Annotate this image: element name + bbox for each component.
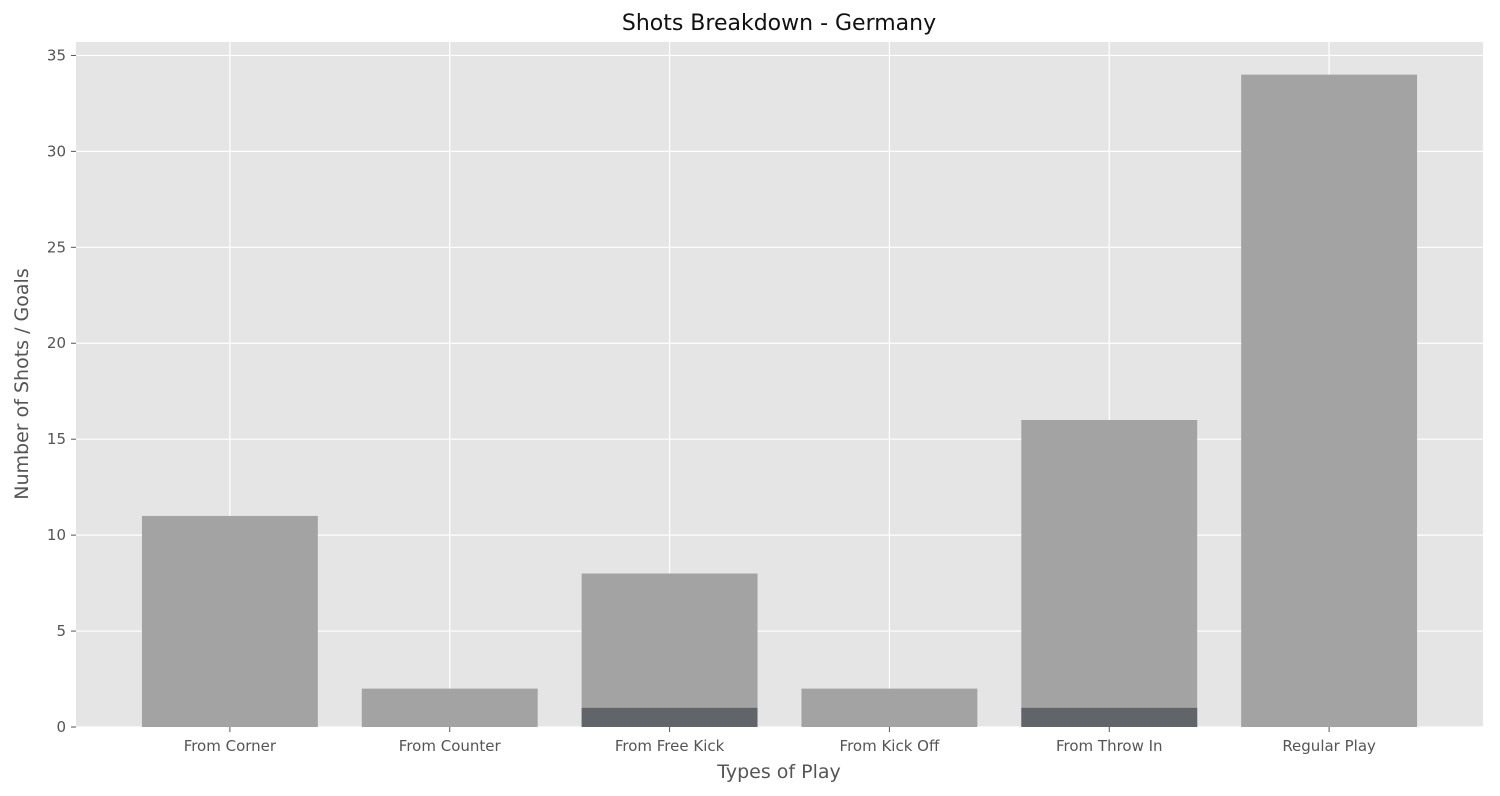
x-tick-label: Regular Play [1282, 737, 1376, 755]
y-tick-label: 35 [47, 46, 66, 64]
goals-bar [581, 707, 758, 727]
shots-bar [1021, 419, 1198, 727]
y-tick-label: 30 [47, 142, 66, 160]
x-tick-label: From Free Kick [615, 737, 725, 755]
y-tick-label: 5 [56, 622, 66, 640]
y-tick-label: 20 [47, 334, 66, 352]
goals-bar [1021, 707, 1198, 727]
shots-bar [361, 688, 538, 727]
x-axis-ticks: From Corner From Counter From Free Kick Fro… [184, 727, 1376, 755]
x-tick-label: From Corner [184, 737, 277, 755]
x-tick-label: From Throw In [1056, 737, 1163, 755]
chart-title: Shots Breakdown - Germany [622, 11, 936, 36]
y-tick-label: 0 [56, 718, 66, 736]
shots-bar [801, 688, 978, 727]
y-axis-ticks: 0 5 10 15 20 25 30 35 [47, 46, 76, 736]
shots-bar [141, 515, 318, 727]
y-tick-label: 15 [47, 430, 66, 448]
x-axis-label: Types of Play [716, 761, 841, 783]
y-axis-label: Number of Shots / Goals [11, 268, 33, 499]
bars [141, 74, 1418, 728]
x-tick-label: From Kick Off [840, 737, 940, 755]
shots-bar [581, 573, 758, 727]
shots-bar [1241, 74, 1418, 728]
x-tick-label: From Counter [399, 737, 502, 755]
y-tick-label: 10 [47, 526, 66, 544]
y-tick-label: 25 [47, 238, 66, 256]
